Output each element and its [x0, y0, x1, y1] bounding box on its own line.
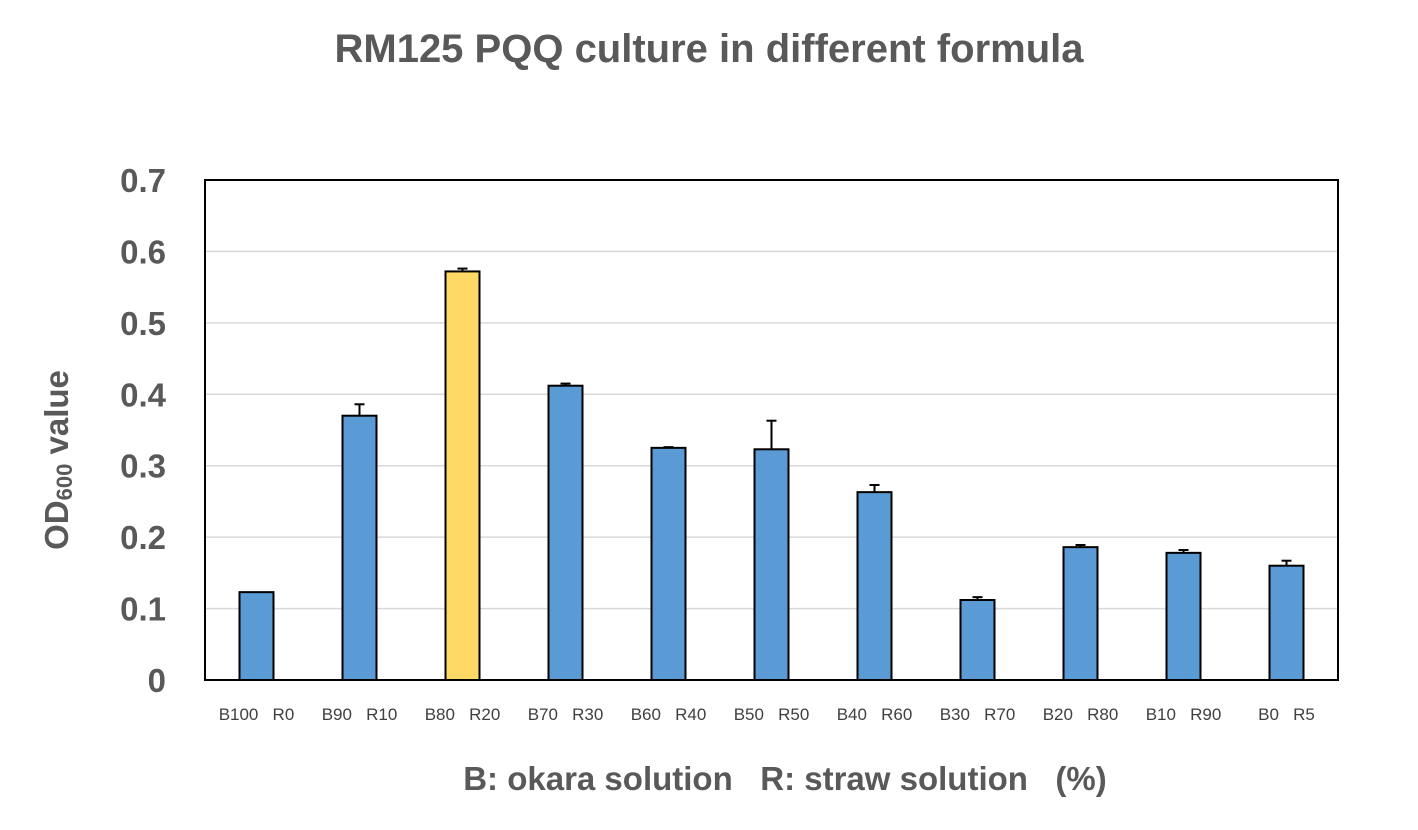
- error-bar: [869, 484, 880, 493]
- bars: [238, 267, 1305, 682]
- y-axis-label-subscript: 600: [52, 464, 77, 501]
- error-bar: [354, 403, 365, 416]
- error-bar: [663, 446, 674, 449]
- error-bar: [1178, 549, 1189, 553]
- bar: [1165, 551, 1202, 681]
- error-bar: [560, 382, 571, 386]
- x-tick-label: B0 R5: [1258, 705, 1315, 724]
- chart-title: RM125 PQQ culture in different formula: [334, 27, 1084, 71]
- error-bar: [766, 419, 777, 450]
- bar: [341, 414, 378, 681]
- x-axis-label: B: okara solution R: straw solution (%): [463, 760, 1107, 797]
- bar: [753, 448, 790, 681]
- bar: [444, 270, 481, 681]
- bar: [650, 446, 687, 681]
- bar: [959, 599, 996, 681]
- y-tick-label: 0.5: [120, 305, 166, 342]
- y-axis-label-suffix: value: [38, 370, 75, 464]
- y-tick-label: 0: [148, 662, 166, 699]
- error-bar: [457, 267, 468, 272]
- y-tick-label: 0.2: [120, 519, 166, 556]
- x-tick-label: B70 R30: [528, 705, 604, 724]
- x-tick-label: B20 R80: [1043, 705, 1119, 724]
- bar: [856, 491, 893, 681]
- bar: [547, 384, 584, 681]
- y-axis-ticks: 0 0.1 0.2 0.3 0.4 0.5 0.6 0.7: [120, 162, 167, 699]
- x-tick-label: B30 R70: [940, 705, 1016, 724]
- y-tick-label: 0.7: [120, 162, 166, 199]
- error-bar: [972, 596, 983, 600]
- error-bar: [1075, 544, 1086, 548]
- y-tick-label: 0.1: [120, 591, 166, 628]
- x-tick-label: B40 R60: [837, 705, 913, 724]
- x-tick-label: B50 R50: [734, 705, 810, 724]
- x-tick-label: B90 R10: [322, 705, 398, 724]
- y-tick-label: 0.6: [120, 233, 166, 270]
- x-tick-label: B80 R20: [425, 705, 501, 724]
- y-axis-label-main: OD: [38, 500, 75, 550]
- bar: [238, 591, 275, 682]
- plot-area-frame: [204, 179, 1339, 681]
- bar: [1062, 546, 1099, 682]
- y-tick-label: 0.4: [120, 376, 167, 413]
- error-bar: [1281, 559, 1292, 566]
- y-axis-label: OD600 value: [38, 370, 77, 550]
- y-tick-label: 0.3: [120, 448, 166, 485]
- x-tick-label: B100 R0: [219, 705, 295, 724]
- bar: [1268, 564, 1305, 682]
- x-tick-label: B60 R40: [631, 705, 707, 724]
- x-axis-ticks: B100 R0 B90 R10 B80 R20 B70 R30 B60 R40 B50 R…: [219, 705, 1315, 724]
- x-tick-label: B10 R90: [1146, 705, 1222, 724]
